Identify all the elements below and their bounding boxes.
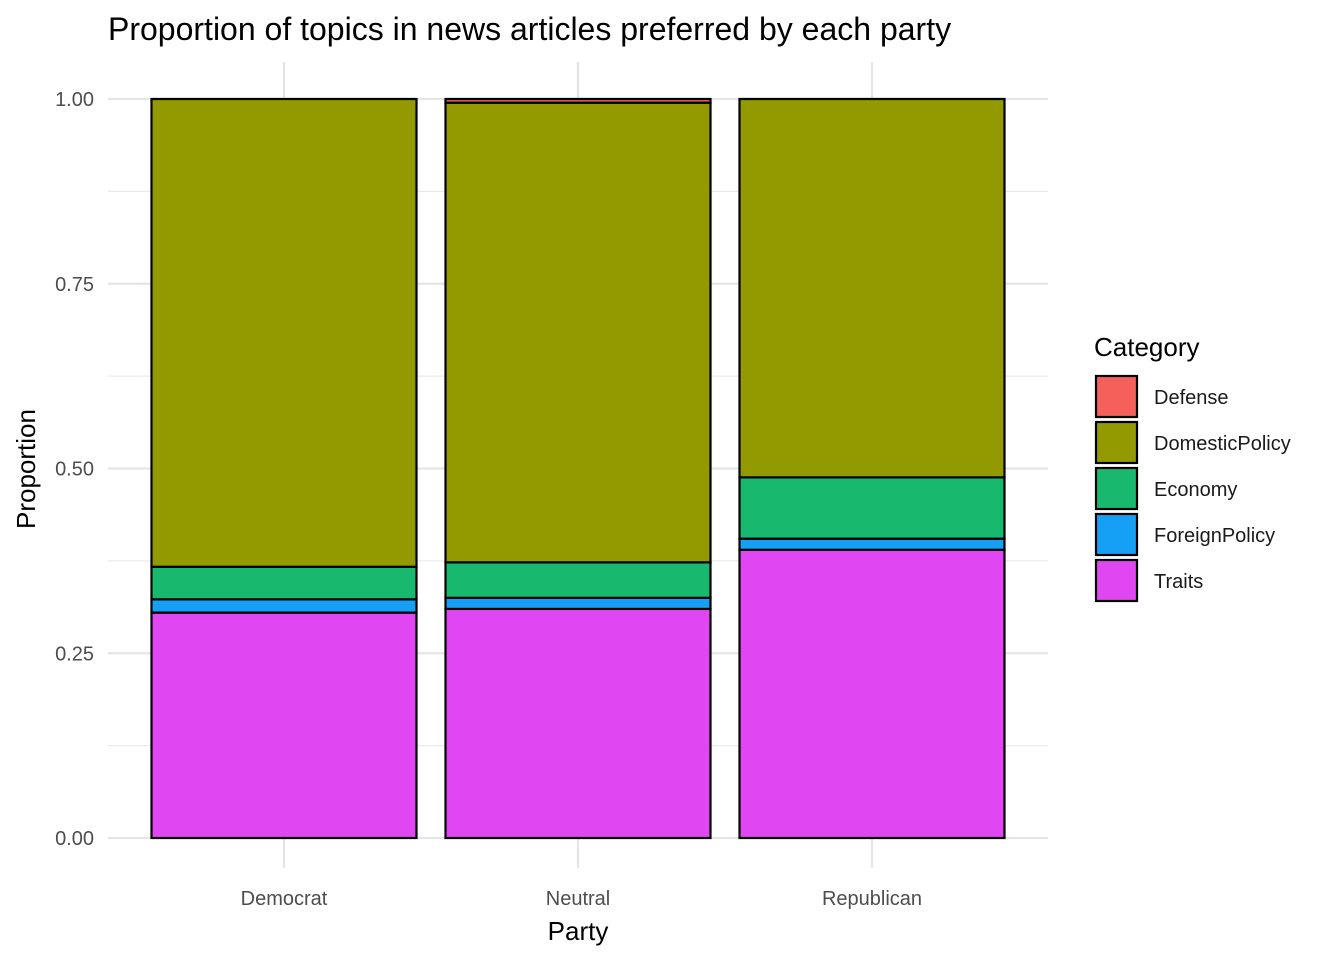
y-tick-label: 1.00 [55, 89, 94, 111]
bar-segment-foreignpolicy-democrat [150, 598, 418, 614]
bar-segment-economy-democrat [150, 565, 418, 601]
y-tick-label: 0.50 [55, 459, 94, 481]
bar-segment-economy-neutral [444, 561, 712, 599]
legend-label-traits: Traits [1154, 571, 1203, 593]
legend-label-economy: Economy [1154, 479, 1237, 501]
bar-segment-economy-republican [738, 476, 1006, 540]
legend: Category Defense DomesticPolicy Economy For… [1094, 332, 1291, 603]
bars [150, 97, 1006, 840]
axes: 0.00 0.25 0.50 0.75 1.00 Democrat Neutral Repub… [55, 89, 922, 910]
y-axis-title: Proportion [11, 409, 41, 529]
bar-segment-traits-republican [738, 548, 1006, 840]
bar-segment-foreignpolicy-republican [738, 537, 1006, 551]
y-tick-label: 0.25 [55, 643, 94, 665]
legend-key-foreignpolicy [1094, 512, 1139, 557]
x-axis-title: Party [548, 916, 609, 946]
bar-segment-defense-neutral [444, 97, 712, 104]
x-tick-label: Neutral [546, 888, 610, 910]
bar-segment-traits-neutral [444, 607, 712, 840]
y-tick-label: 0.75 [55, 274, 94, 296]
x-tick-label: Democrat [241, 888, 328, 910]
legend-key-economy [1094, 466, 1139, 511]
legend-key-defense [1094, 374, 1139, 419]
legend-label-domesticpolicy: DomesticPolicy [1154, 433, 1291, 455]
legend-label-foreignpolicy: ForeignPolicy [1154, 525, 1275, 547]
y-tick-label: 0.00 [55, 828, 94, 850]
bar-segment-domesticpolicy-neutral [444, 101, 712, 564]
legend-key-domesticpolicy [1094, 420, 1139, 465]
bar-segment-domesticpolicy-republican [738, 97, 1006, 479]
legend-title: Category [1094, 332, 1200, 362]
legend-label-defense: Defense [1154, 387, 1229, 409]
chart-title: Proportion of topics in news articles pr… [108, 11, 951, 47]
x-tick-label: Republican [822, 888, 922, 910]
legend-key-traits [1094, 558, 1139, 603]
bar-segment-foreignpolicy-neutral [444, 596, 712, 611]
bar-segment-domesticpolicy-democrat [150, 97, 418, 568]
bar-segment-traits-democrat [150, 611, 418, 840]
